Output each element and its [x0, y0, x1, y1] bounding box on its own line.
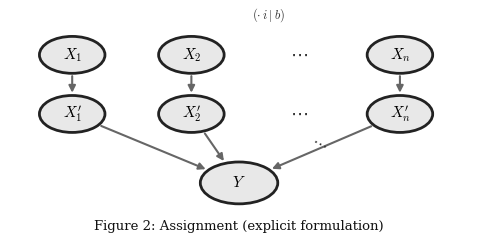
Ellipse shape	[39, 37, 105, 73]
Text: $X_n'$: $X_n'$	[390, 104, 410, 124]
FancyArrowPatch shape	[274, 126, 371, 168]
FancyArrowPatch shape	[101, 126, 203, 169]
Text: $X_1$: $X_1$	[63, 46, 82, 64]
FancyArrowPatch shape	[397, 76, 403, 90]
Text: $X_n$: $X_n$	[390, 46, 410, 64]
FancyArrowPatch shape	[70, 76, 75, 90]
Text: $X_2'$: $X_2'$	[182, 104, 201, 124]
Text: $X_2$: $X_2$	[182, 46, 201, 64]
Ellipse shape	[200, 162, 278, 204]
Text: $\cdots$: $\cdots$	[290, 46, 308, 64]
Text: $X_1'$: $X_1'$	[63, 104, 82, 124]
FancyArrowPatch shape	[189, 76, 194, 90]
Ellipse shape	[39, 95, 105, 132]
Text: Figure 2: Assignment (explicit formulation): Figure 2: Assignment (explicit formulati…	[94, 220, 384, 233]
Ellipse shape	[367, 95, 433, 132]
Text: $\cdots$: $\cdots$	[309, 133, 330, 152]
FancyArrowPatch shape	[205, 133, 222, 159]
Ellipse shape	[159, 95, 224, 132]
Text: $\cdots$: $\cdots$	[290, 105, 308, 123]
Text: $(\cdot\, i \mid b)$: $(\cdot\, i \mid b)$	[252, 7, 286, 24]
Ellipse shape	[159, 37, 224, 73]
Ellipse shape	[367, 37, 433, 73]
Text: $Y$: $Y$	[232, 176, 246, 190]
